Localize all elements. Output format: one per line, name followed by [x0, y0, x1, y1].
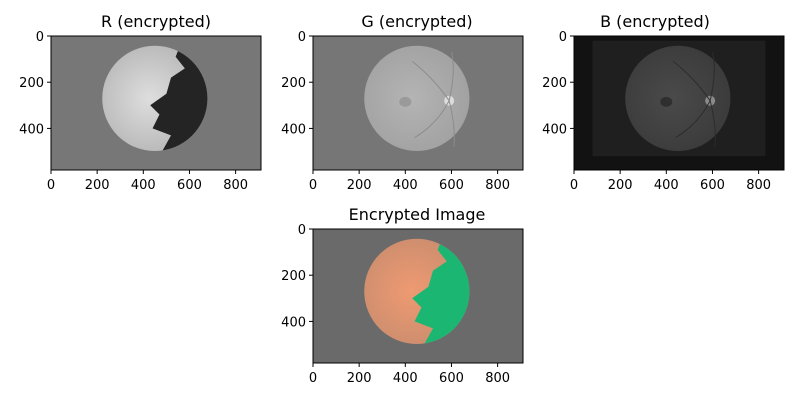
encrypted-region-r [150, 45, 208, 152]
y-tick-label-b-200: 200 [542, 76, 567, 91]
vessel-g-3 [448, 100, 455, 147]
panel-encrypted: Encrypted Image 0 200 400 600 800 0 200 400 [281, 205, 524, 386]
x-tick-label-r-200: 200 [85, 178, 110, 193]
axes-frame-g [312, 35, 524, 171]
y-tick-label-b-400: 400 [542, 122, 567, 137]
x-tick-label-g-0: 0 [309, 178, 317, 193]
x-tick-label-b-400: 400 [654, 178, 679, 193]
x-tick-label-encrypted-0: 0 [309, 371, 317, 386]
x-tick-label-r-400: 400 [131, 178, 156, 193]
y-tick-label-r-200: 200 [19, 76, 44, 91]
x-tick-label-g-600: 600 [439, 178, 464, 193]
vessel-b-2 [709, 52, 715, 101]
y-tick-label-g-400: 400 [281, 122, 306, 137]
axes-frame-b [573, 35, 785, 171]
x-tick-label-b-0: 0 [570, 178, 578, 193]
panel-title-r: R (encrypted) [101, 12, 211, 31]
y-tick-label-b-0: 0 [559, 30, 567, 45]
x-tick-label-encrypted-600: 600 [439, 371, 464, 386]
y-tick-label-g-0: 0 [298, 30, 306, 45]
x-tick-label-b-600: 600 [700, 178, 725, 193]
x-tick-label-encrypted-200: 200 [347, 371, 372, 386]
panel-title-b: B (encrypted) [600, 12, 710, 31]
panel-title-g: G (encrypted) [361, 12, 472, 31]
x-tick-label-b-800: 800 [746, 178, 771, 193]
x-tick-label-g-800: 800 [485, 178, 510, 193]
fundus-disc-b [625, 45, 731, 152]
macula-b [660, 96, 673, 107]
vessel-g-1 [414, 100, 450, 139]
y-tick-label-encrypted-400: 400 [281, 315, 306, 330]
vessel-g-0 [411, 61, 450, 101]
x-tick-label-b-200: 200 [608, 178, 633, 193]
axes-frame-encrypted [312, 228, 524, 364]
y-tick-label-r-400: 400 [19, 122, 44, 137]
y-tick-label-g-200: 200 [281, 76, 306, 91]
x-tick-label-g-200: 200 [347, 178, 372, 193]
vessel-b-0 [672, 61, 711, 101]
vessel-b-1 [675, 100, 711, 139]
y-tick-label-encrypted-200: 200 [281, 269, 306, 284]
x-tick-label-r-800: 800 [223, 178, 248, 193]
panel-b: B (encrypted) 0 200 400 600 800 0 200 400 [542, 12, 785, 193]
x-tick-label-r-600: 600 [177, 178, 202, 193]
panel-r: R (encrypted) 0 200 400 600 800 0 200 400 [19, 12, 262, 193]
axes-frame-r [50, 35, 262, 171]
x-tick-label-g-400: 400 [393, 178, 418, 193]
vessel-b-3 [709, 100, 716, 147]
panel-g: G (encrypted) 0 200 400 600 800 0 200 400 [281, 12, 524, 193]
x-tick-label-encrypted-400: 400 [393, 371, 418, 386]
y-tick-label-encrypted-0: 0 [298, 223, 306, 238]
x-tick-label-r-0: 0 [47, 178, 55, 193]
x-tick-label-encrypted-800: 800 [485, 371, 510, 386]
panel-title-encrypted: Encrypted Image [349, 205, 486, 224]
fundus-disc-g [364, 45, 470, 152]
y-tick-label-r-0: 0 [36, 30, 44, 45]
encrypted-region-encrypted [412, 238, 470, 345]
vessel-g-2 [448, 52, 454, 101]
macula-g [399, 96, 412, 107]
